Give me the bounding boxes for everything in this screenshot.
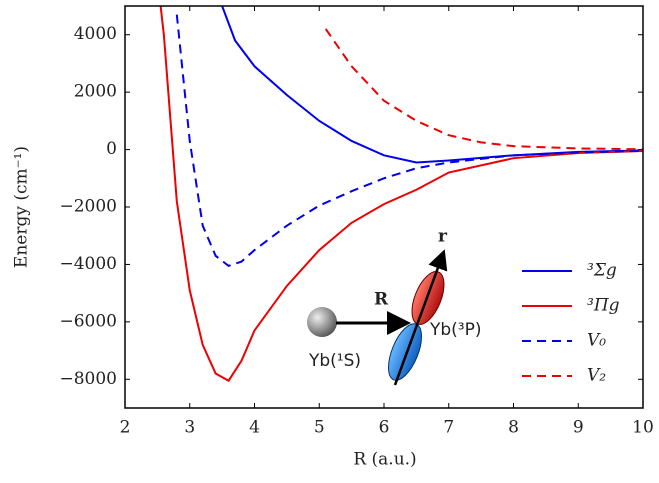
molecule-diagram [307, 249, 448, 386]
x-tick-label: 5 [314, 418, 325, 438]
x-tick-label: 9 [573, 418, 584, 438]
plot-frame [124, 5, 644, 409]
y-tick-label: −8000 [59, 369, 117, 389]
series-line [159, 6, 643, 383]
x-tick-label: 6 [379, 418, 390, 438]
legend-label: V₂ [587, 366, 606, 386]
x-tick-label: 4 [249, 418, 260, 438]
y-tick-label: −2000 [59, 197, 117, 217]
annotation: Yb(¹S) [308, 351, 361, 371]
annotation: r [438, 227, 448, 247]
y-tick-label: −4000 [59, 254, 117, 274]
x-axis-label: R (a.u.) [353, 450, 416, 470]
x-tick-label: 2 [120, 418, 131, 438]
x-tick-label: 7 [443, 418, 454, 438]
series-line [221, 6, 643, 164]
y-tick-label: 0 [106, 139, 117, 159]
plot-lines [159, 6, 643, 383]
series-line [324, 28, 643, 151]
y-tick-label: 2000 [74, 82, 117, 102]
y-axis-label: Energy (cm⁻¹) [12, 146, 32, 268]
x-tick-label: 8 [508, 418, 519, 438]
legend-label: V₀ [587, 331, 606, 351]
series-line [175, 14, 643, 267]
annotation: Yb(³P) [429, 320, 482, 340]
annotation: R [374, 290, 389, 310]
y-tick-label: −6000 [59, 311, 117, 331]
legend-label: ³Σg [587, 261, 617, 281]
legend-label: ³Πg [587, 296, 620, 316]
x-tick-label: 10 [632, 418, 654, 438]
x-tick-label: 3 [184, 418, 195, 438]
y-tick-label: 4000 [74, 24, 117, 44]
